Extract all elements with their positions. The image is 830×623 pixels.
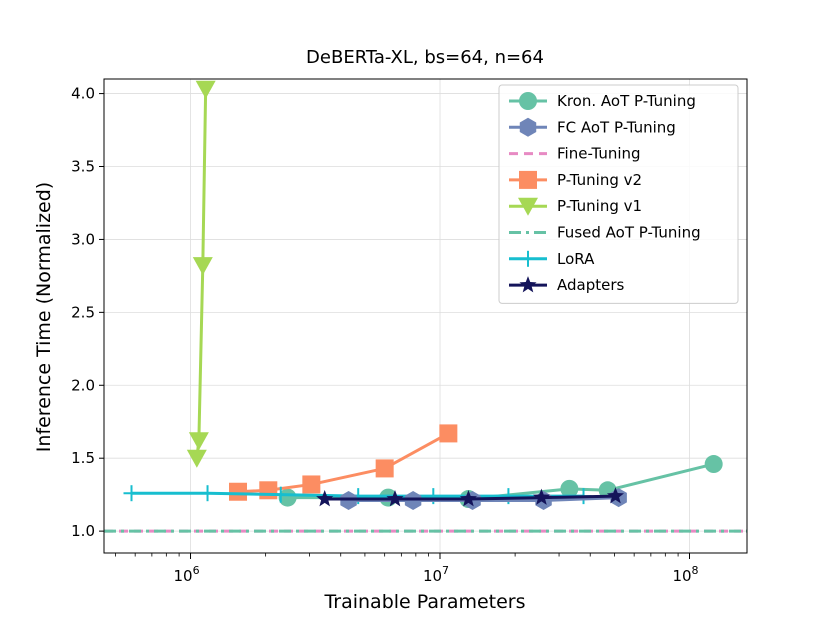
legend-entry: Adapters bbox=[509, 276, 625, 294]
series-line bbox=[195, 89, 208, 459]
circle-marker bbox=[519, 92, 537, 110]
legend-label: FC AoT P-Tuning bbox=[557, 118, 676, 136]
hexagon-marker bbox=[519, 117, 537, 137]
series-p-tuning-v2 bbox=[229, 424, 458, 501]
triangle-marker bbox=[188, 432, 209, 451]
legend-entry: Fused AoT P-Tuning bbox=[509, 224, 701, 242]
y-axis-label: Inference Time (Normalized) bbox=[33, 182, 55, 452]
legend-label: P-Tuning v2 bbox=[557, 171, 642, 189]
square-marker bbox=[519, 170, 537, 189]
legend-label: LoRA bbox=[557, 250, 595, 268]
plus-marker bbox=[272, 486, 289, 503]
triangle-marker bbox=[186, 449, 207, 468]
x-tick-label: 106 bbox=[173, 564, 199, 585]
legend-label: P-Tuning v1 bbox=[557, 197, 642, 215]
legend: Kron. AoT P-Tuning FC AoT P-Tuning Fine-Tu… bbox=[498, 84, 739, 304]
legend-label: Kron. AoT P-Tuning bbox=[557, 92, 696, 110]
plot-frame bbox=[103, 78, 748, 554]
plus-marker bbox=[123, 485, 140, 502]
star-marker bbox=[606, 487, 625, 504]
series-p-tuning-v1 bbox=[186, 80, 216, 468]
x-axis-label: Trainable Parameters bbox=[323, 591, 525, 613]
star-marker bbox=[459, 490, 477, 507]
circle-marker bbox=[560, 479, 579, 498]
y-tick-label: 3.0 bbox=[71, 230, 95, 248]
star-marker bbox=[316, 490, 334, 507]
triangle-marker bbox=[192, 257, 213, 276]
series-adapters bbox=[316, 487, 625, 507]
legend-box bbox=[498, 84, 739, 304]
plus-marker bbox=[520, 250, 536, 267]
legend-entry: Kron. AoT P-Tuning bbox=[509, 92, 696, 110]
legend-label: Fine-Tuning bbox=[557, 145, 641, 163]
y-tick-label: 4.0 bbox=[71, 85, 95, 103]
plot-series bbox=[104, 80, 747, 533]
x-tick-label: 108 bbox=[672, 564, 698, 585]
chart-title: DeBERTa-XL, bs=64, n=64 bbox=[306, 47, 544, 68]
legend-entry: LoRA bbox=[509, 250, 595, 268]
plus-marker bbox=[199, 485, 216, 502]
y-tick-label: 2.5 bbox=[71, 303, 95, 321]
square-marker bbox=[302, 475, 321, 494]
legend-label: Adapters bbox=[557, 276, 625, 294]
ticks: 1.0 1.5 2.0 2.5 3.0 3.5 4.0 106 107 108 bbox=[71, 85, 698, 585]
legend-entry: P-Tuning v1 bbox=[509, 197, 642, 216]
square-marker bbox=[375, 459, 394, 478]
square-marker bbox=[259, 481, 278, 500]
square-marker bbox=[439, 424, 458, 443]
x-tick-label: 107 bbox=[423, 564, 449, 585]
circle-marker bbox=[704, 455, 723, 474]
legend-entry: P-Tuning v2 bbox=[509, 170, 642, 189]
legend-label: Fused AoT P-Tuning bbox=[557, 224, 701, 242]
star-marker bbox=[386, 490, 404, 507]
square-marker bbox=[229, 482, 248, 501]
y-tick-label: 3.5 bbox=[71, 158, 95, 176]
y-tick-label: 1.5 bbox=[71, 449, 95, 467]
star-marker bbox=[532, 488, 550, 505]
legend-entry: FC AoT P-Tuning bbox=[509, 117, 676, 137]
y-tick-label: 2.0 bbox=[71, 376, 95, 394]
triangle-marker bbox=[195, 80, 216, 99]
triangle-marker bbox=[518, 197, 538, 216]
star-marker bbox=[519, 276, 537, 293]
y-tick-label: 1.0 bbox=[71, 522, 95, 540]
legend-entry: Fine-Tuning bbox=[509, 145, 641, 163]
grid bbox=[104, 79, 747, 553]
circle-marker bbox=[278, 488, 297, 507]
